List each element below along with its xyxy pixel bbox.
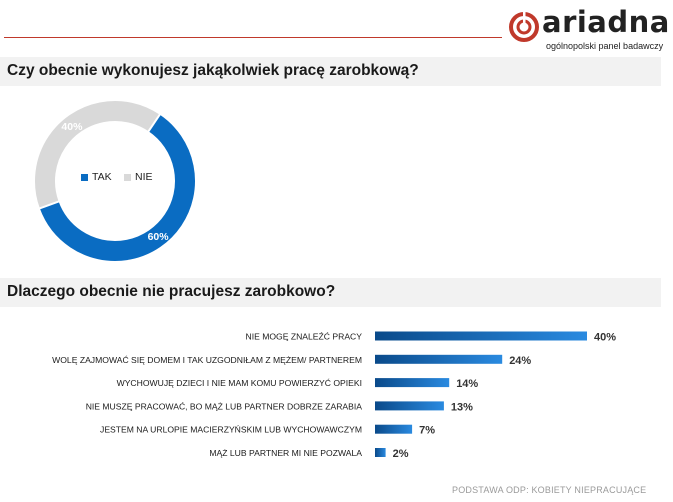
bar-value-label: 7% bbox=[419, 425, 435, 437]
bar-category-label: NIE MOGĘ ZNALEŹĆ PRACY bbox=[245, 332, 362, 342]
bar bbox=[375, 331, 587, 341]
reasons-bar-chart: NIE MOGĘ ZNALEŹĆ PRACY 40% WOLĘ ZAJMOWAĆ S… bbox=[52, 331, 616, 460]
bar-category-label: MĄŻ LUB PARTNER MI NIE POZWALA bbox=[209, 448, 362, 458]
donut-slice-tak bbox=[35, 101, 195, 261]
header-rule bbox=[4, 37, 502, 38]
legend-item-tak: TAK bbox=[81, 171, 112, 183]
bar bbox=[375, 448, 386, 457]
question-1-band: Czy obecnie wykonujesz jakąkolwiek pracę… bbox=[0, 57, 661, 86]
bar-value-label: 2% bbox=[393, 448, 409, 460]
question-2-band: Dlaczego obecnie nie pracujesz zarobkowo… bbox=[0, 278, 661, 307]
donut-value-label-tak: 60% bbox=[148, 231, 170, 243]
bar-category-label: WOLĘ ZAJMOWAĆ SIĘ DOMEM I TAK UZGODNIŁAM… bbox=[52, 355, 362, 365]
brand-logo: ariadna ogólnopolski panel badawczy bbox=[508, 5, 669, 53]
footer-note: PODSTAWA ODP: KOBIETY NIEPRACUJĄCE bbox=[452, 485, 647, 495]
question-1-title: Czy obecnie wykonujesz jakąkolwiek pracę… bbox=[7, 62, 419, 79]
bar-category-label: WYCHOWUJĘ DZIECI I NIE MAM KOMU POWIERZY… bbox=[117, 378, 362, 388]
brand-tagline: ogólnopolski panel badawczy bbox=[546, 41, 664, 51]
bar-value-label: 13% bbox=[451, 401, 473, 413]
employment-donut-chart: 60% 40% bbox=[35, 101, 195, 261]
legend-swatch-nie bbox=[124, 173, 131, 181]
bar bbox=[375, 378, 450, 388]
legend-label-tak: TAK bbox=[92, 171, 112, 183]
bar-value-label: 40% bbox=[594, 332, 616, 344]
bar bbox=[375, 354, 503, 364]
bar-value-label: 14% bbox=[456, 378, 478, 390]
donut-separator bbox=[38, 200, 60, 210]
question-2-title: Dlaczego obecnie nie pracujesz zarobkowo… bbox=[7, 283, 336, 300]
donut-separator bbox=[147, 113, 162, 133]
bar-category-label: JESTEM NA URLOPIE MACIERZYŃSKIM LUB WYCH… bbox=[100, 425, 362, 435]
bar-category-label: NIE MUSZĘ PRACOWAĆ, BO MĄŻ LUB PARTNER D… bbox=[86, 401, 363, 411]
donut-value-label-nie: 40% bbox=[61, 121, 83, 133]
donut-slice-nie bbox=[35, 101, 195, 261]
bar bbox=[375, 424, 413, 434]
brand-name: ariadna bbox=[542, 5, 670, 39]
legend-swatch-tak bbox=[81, 173, 88, 181]
legend-label-nie: NIE bbox=[135, 171, 153, 183]
bar-value-label: 24% bbox=[509, 355, 531, 367]
ariadna-logo-icon bbox=[509, 12, 539, 42]
legend-item-nie: NIE bbox=[124, 171, 153, 183]
bar bbox=[375, 401, 444, 411]
